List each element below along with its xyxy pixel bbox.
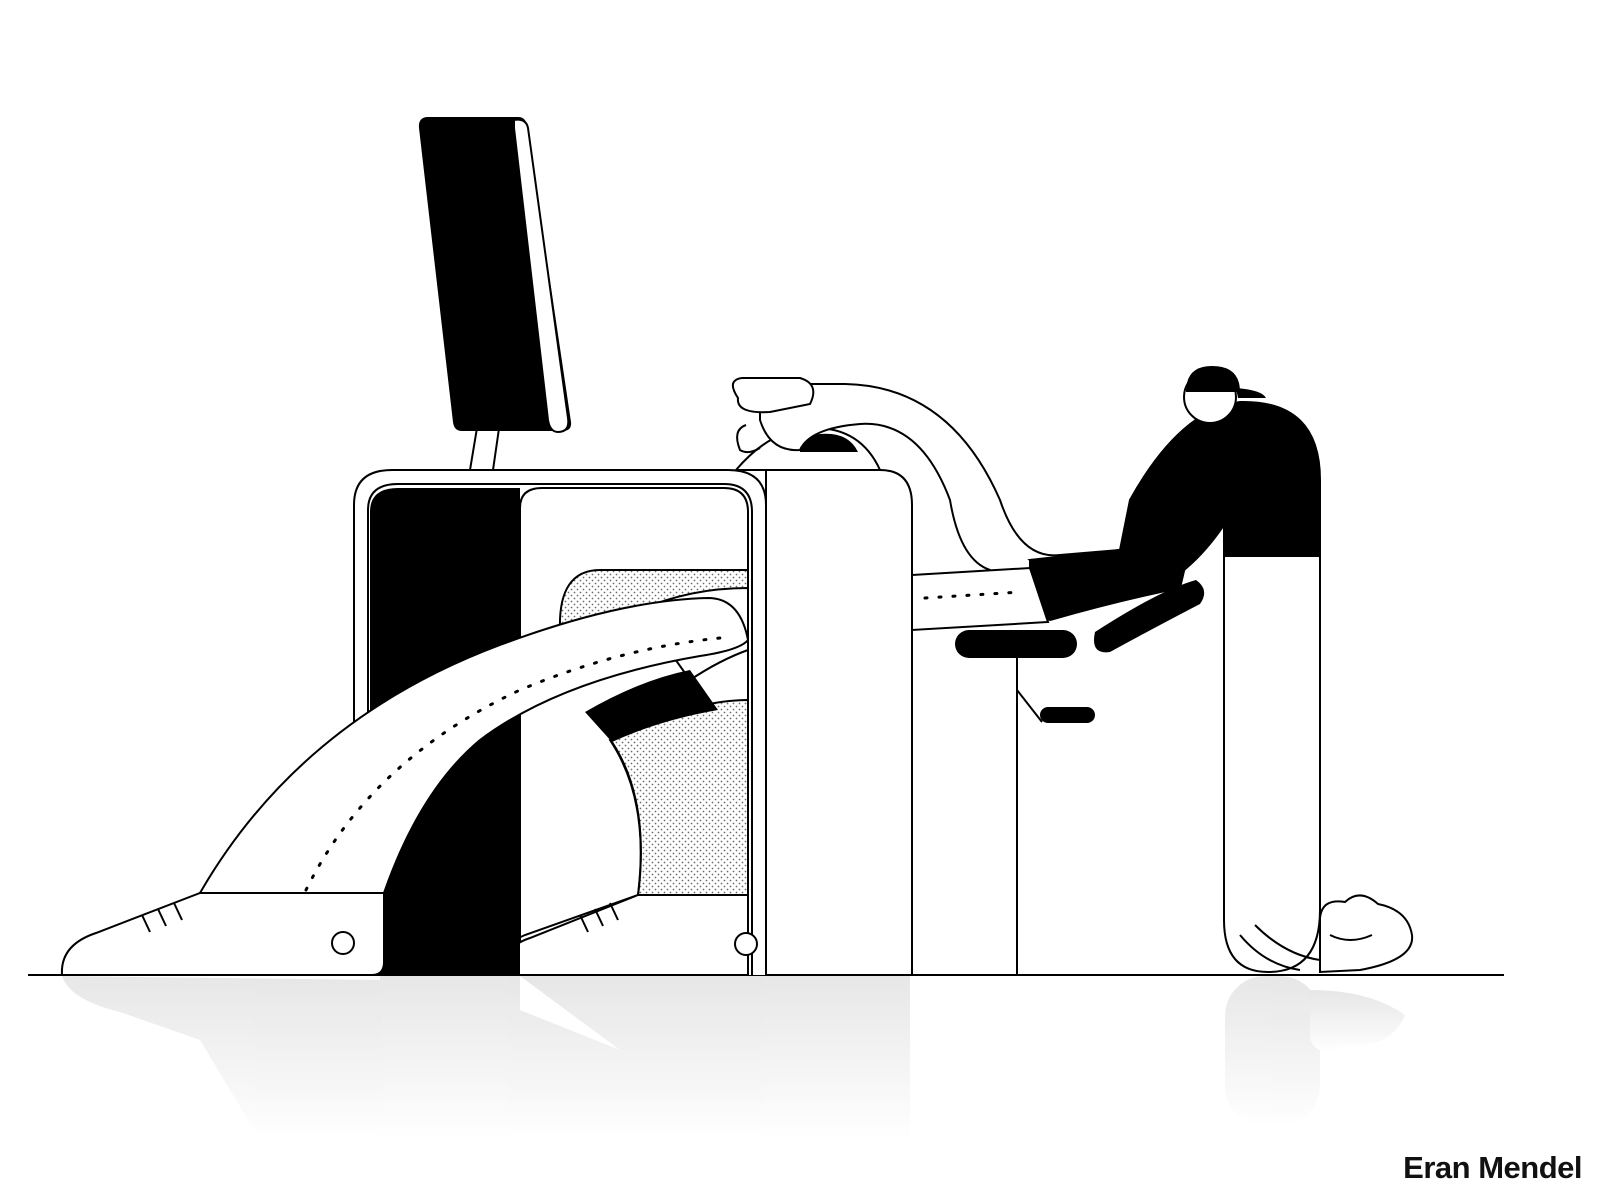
front-leg [60,596,750,976]
stool-icon [955,630,1095,975]
monitor-icon [418,117,572,471]
artist-signature: Eran Mendel [1403,1150,1582,1185]
cap-icon [1186,366,1240,392]
person-figure [1027,366,1414,974]
leg-on-stool [911,566,1205,653]
hand-icon [731,377,815,414]
floor-reflection [62,976,1405,1140]
hand-icon [1319,894,1414,974]
